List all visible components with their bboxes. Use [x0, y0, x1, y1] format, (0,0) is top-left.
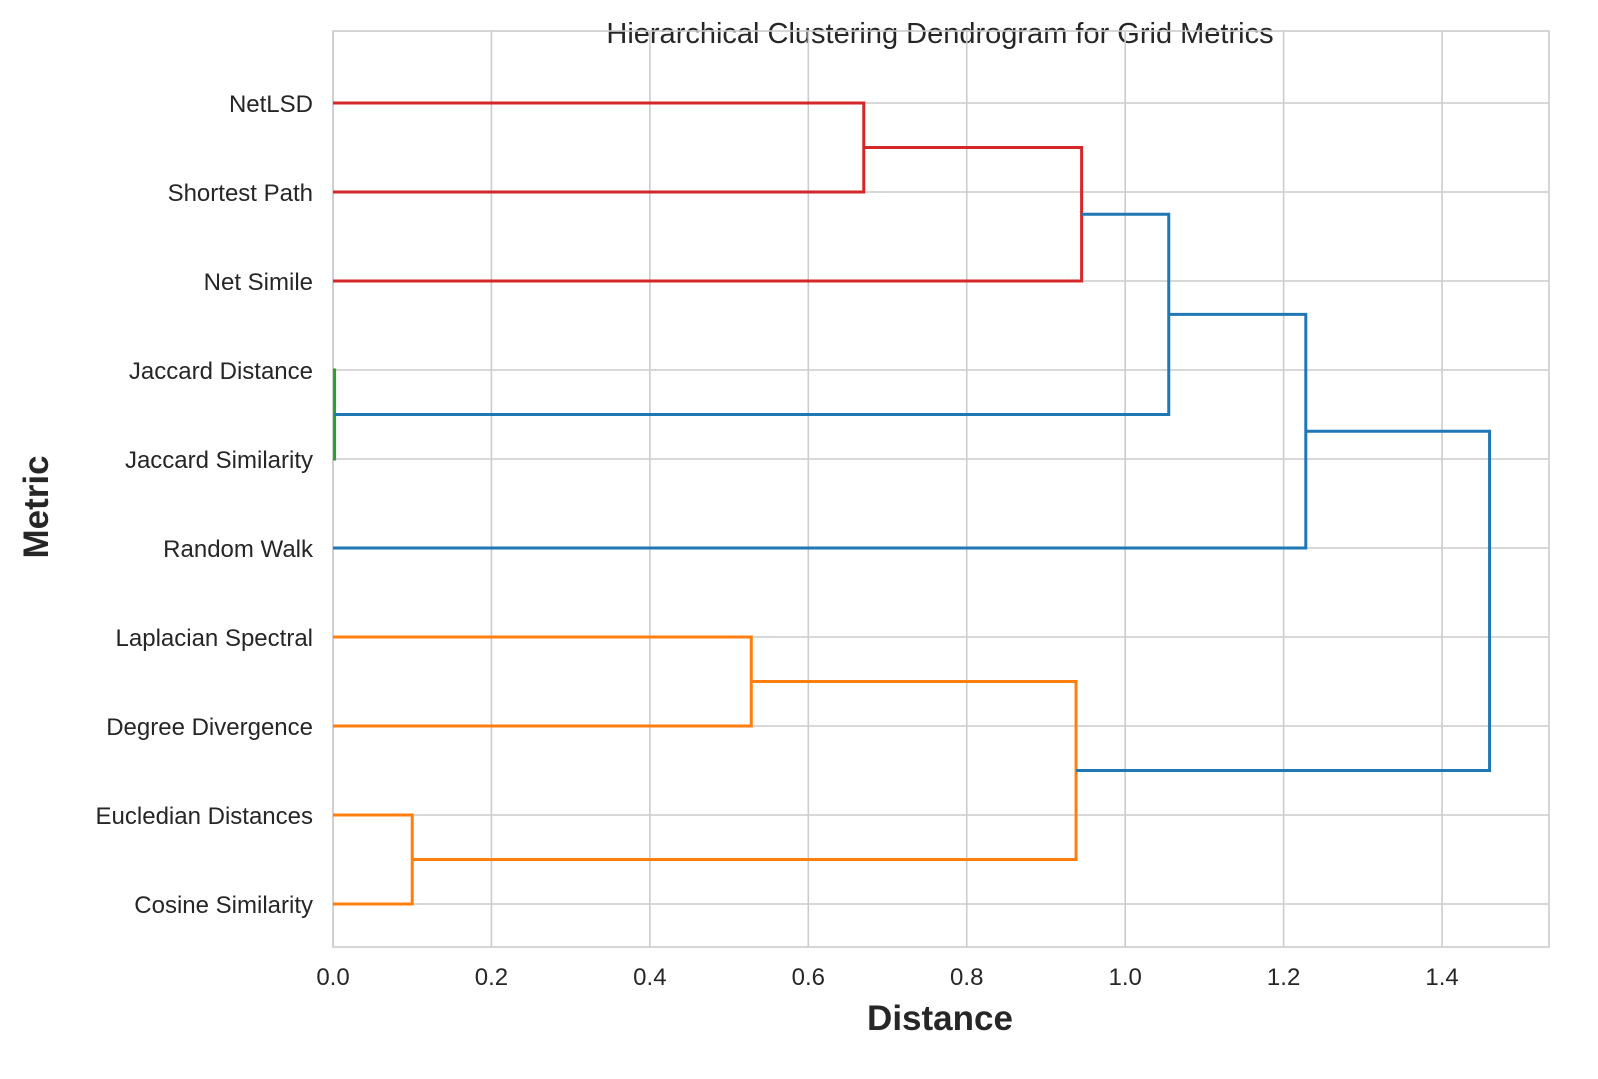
- leaf-labels: NetLSD Shortest Path Net Simile Jaccard Dis…: [96, 91, 314, 919]
- y-axis-label: Metric: [17, 455, 56, 558]
- dendrogram-link: [333, 635, 753, 728]
- leaf-label: NetLSD: [229, 91, 313, 118]
- dendrogram-link: [333, 101, 866, 194]
- dendrogram-link: [333, 146, 1084, 283]
- x-tick-label: 0.4: [633, 964, 666, 991]
- x-tick-labels: 0.0 0.2 0.4 0.6 0.8 1.0 1.2 1.4: [316, 964, 1458, 991]
- x-tick-label: 1.4: [1425, 964, 1458, 991]
- leaf-label: Shortest Path: [168, 180, 313, 207]
- dendrogram-link: [333, 368, 337, 461]
- x-axis-label: Distance: [867, 999, 1013, 1038]
- leaf-label: Laplacian Spectral: [116, 625, 313, 652]
- x-tick-label: 0.8: [950, 964, 983, 991]
- dendrogram-link: [334, 212, 1171, 416]
- leaf-label: Cosine Similarity: [134, 892, 313, 919]
- x-tick-label: 0.0: [316, 964, 349, 991]
- leaf-label: Jaccard Similarity: [125, 447, 313, 474]
- dendrogram-link: [412, 680, 1078, 861]
- x-tick-label: 0.6: [792, 964, 825, 991]
- dendrogram-link: [333, 312, 1308, 550]
- dendrogram-link: [333, 813, 414, 906]
- leaf-label: Net Simile: [204, 269, 313, 296]
- plot-frame: [332, 30, 1550, 948]
- dendrogram-link: [1076, 429, 1492, 772]
- leaf-label: Random Walk: [163, 536, 314, 563]
- x-tick-label: 1.2: [1267, 964, 1300, 991]
- leaf-label: Eucledian Distances: [96, 803, 313, 830]
- x-tick-label: 1.0: [1108, 964, 1141, 991]
- chart-title: Hierarchical Clustering Dendrogram for G…: [606, 18, 1273, 50]
- x-tick-label: 0.2: [475, 964, 508, 991]
- grid-layer: [332, 31, 1549, 947]
- link-layer: [333, 101, 1492, 906]
- leaf-label: Jaccard Distance: [129, 358, 313, 385]
- leaf-label: Degree Divergence: [106, 714, 313, 741]
